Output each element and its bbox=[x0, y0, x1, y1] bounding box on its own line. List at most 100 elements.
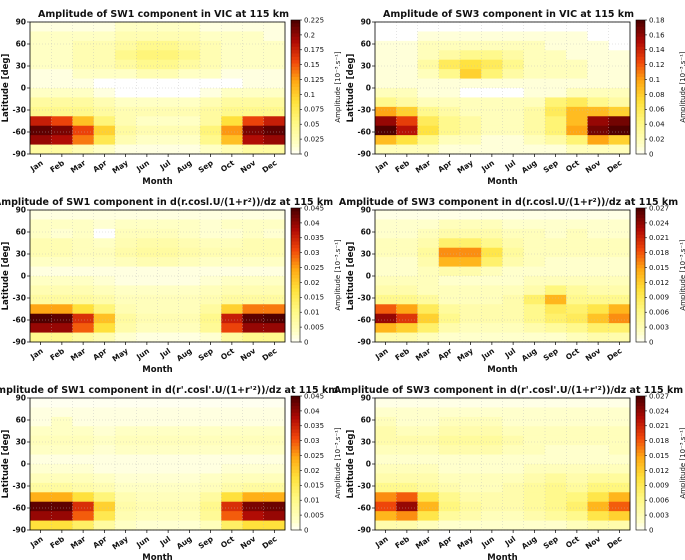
heatmap-cell bbox=[51, 116, 73, 127]
colorbar-segment bbox=[636, 439, 645, 444]
heatmap-cell bbox=[502, 88, 525, 98]
heatmap-cell bbox=[115, 520, 137, 531]
heatmap-cell bbox=[115, 426, 137, 437]
heatmap-cell bbox=[51, 22, 73, 32]
x-tick-label: Apr bbox=[91, 346, 109, 362]
heatmap-cell bbox=[523, 454, 546, 465]
heatmap-cell bbox=[30, 135, 52, 145]
y-tick-label: 60 bbox=[16, 228, 26, 237]
colorbar-segment bbox=[291, 234, 300, 239]
heatmap-cell bbox=[136, 88, 158, 98]
heatmap-cell bbox=[93, 464, 116, 474]
heatmap-cell bbox=[460, 464, 482, 474]
heatmap-cell bbox=[587, 445, 610, 455]
colorbar-segment bbox=[291, 509, 300, 514]
heatmap-cell bbox=[93, 88, 116, 98]
heatmap-cell bbox=[460, 407, 482, 418]
heatmap-cell bbox=[200, 482, 222, 493]
y-tick-label: 0 bbox=[21, 272, 26, 281]
heatmap-cell bbox=[178, 219, 201, 230]
heatmap-cell bbox=[93, 97, 116, 108]
heatmap-cell bbox=[417, 266, 440, 277]
colorbar-segment bbox=[636, 285, 645, 289]
x-axis-label: Month bbox=[142, 177, 172, 187]
colorbar-tick-label: 0.1 bbox=[304, 91, 315, 99]
colorbar-segment bbox=[636, 278, 645, 283]
colorbar-segment bbox=[636, 127, 645, 132]
chart-title: Amplitude of SW1 component in VIC at 115… bbox=[38, 9, 289, 20]
colorbar-tick-label: 0.003 bbox=[649, 324, 669, 332]
heatmap-cell bbox=[608, 59, 631, 70]
colorbar-segment bbox=[291, 459, 300, 464]
heatmap-cell bbox=[115, 501, 137, 512]
colorbar-segment bbox=[291, 87, 300, 91]
heatmap-cell bbox=[115, 323, 137, 333]
heatmap-cell bbox=[481, 97, 503, 108]
colorbar-segment bbox=[636, 261, 645, 266]
heatmap-cell bbox=[375, 40, 397, 51]
heatmap-cell bbox=[72, 257, 95, 267]
colorbar-tick-label: 0 bbox=[304, 526, 308, 534]
heatmap-cell bbox=[545, 445, 567, 455]
heatmap-cell bbox=[375, 50, 397, 61]
heatmap-cell bbox=[136, 398, 158, 408]
x-tick-label: Aug bbox=[520, 534, 539, 551]
x-tick-label: Sep bbox=[197, 534, 216, 551]
colorbar-tick-label: 0.175 bbox=[304, 46, 324, 54]
colorbar-segment bbox=[291, 224, 300, 229]
heatmap-cell bbox=[136, 59, 158, 70]
colorbar-segment bbox=[291, 56, 300, 61]
colorbar-segment bbox=[291, 328, 300, 333]
heatmap-cell bbox=[72, 78, 95, 89]
heatmap-cell bbox=[136, 454, 158, 465]
heatmap-cell bbox=[502, 501, 525, 512]
heatmap-cell bbox=[502, 266, 525, 277]
heatmap-cell bbox=[242, 31, 265, 42]
heatmap-cell bbox=[178, 294, 201, 305]
chart-3: Amplitude of SW1 component in d(r.cosl.U… bbox=[0, 197, 342, 375]
heatmap-cell bbox=[481, 228, 503, 239]
heatmap-cell bbox=[72, 426, 95, 437]
heatmap-cell bbox=[115, 473, 137, 484]
heatmap-cell bbox=[200, 445, 222, 455]
colorbar-tick-label: 0 bbox=[649, 150, 653, 158]
heatmap-cell bbox=[523, 276, 546, 286]
y-tick-label: -30 bbox=[12, 482, 26, 491]
x-tick-label: Nov bbox=[239, 346, 258, 363]
heatmap-cell bbox=[438, 454, 461, 465]
heatmap-cell bbox=[375, 482, 397, 493]
heatmap-cell bbox=[460, 116, 482, 127]
colorbar-segment bbox=[636, 107, 645, 111]
heatmap-cell bbox=[545, 22, 567, 32]
heatmap-cell bbox=[242, 313, 265, 324]
colorbar-segment bbox=[636, 298, 645, 303]
colorbar-segment bbox=[291, 36, 300, 41]
heatmap-cell bbox=[460, 492, 482, 503]
colorbar-frame bbox=[290, 395, 301, 531]
heatmap-cell bbox=[242, 501, 265, 512]
heatmap-cell bbox=[178, 22, 201, 32]
heatmap-cell bbox=[375, 426, 397, 437]
heatmap-cell bbox=[30, 125, 52, 136]
x-axis-label: Month bbox=[142, 365, 172, 375]
colorbar-tick-label: 0.005 bbox=[304, 512, 324, 520]
heatmap-cell bbox=[263, 116, 286, 127]
heatmap-cell bbox=[72, 473, 95, 484]
heatmap-cell bbox=[481, 398, 503, 408]
heatmap-cell bbox=[93, 426, 116, 437]
heatmap-cell bbox=[438, 482, 461, 493]
x-tick-label: Oct bbox=[219, 346, 236, 362]
heatmap-cell bbox=[438, 238, 461, 249]
heatmap-cell bbox=[200, 257, 222, 267]
heatmap-cell bbox=[481, 31, 503, 42]
heatmap-cell bbox=[438, 106, 461, 117]
heatmap-cell bbox=[523, 40, 546, 51]
heatmap-cell bbox=[263, 323, 286, 333]
heatmap-cell bbox=[438, 323, 461, 333]
colorbar-tick-label: 0.025 bbox=[304, 136, 324, 144]
colorbar-segment bbox=[291, 318, 300, 323]
heatmap-cell bbox=[221, 501, 243, 512]
heatmap-cell bbox=[375, 228, 397, 239]
heatmap-cell bbox=[545, 210, 567, 220]
colorbar-segment bbox=[291, 248, 300, 253]
